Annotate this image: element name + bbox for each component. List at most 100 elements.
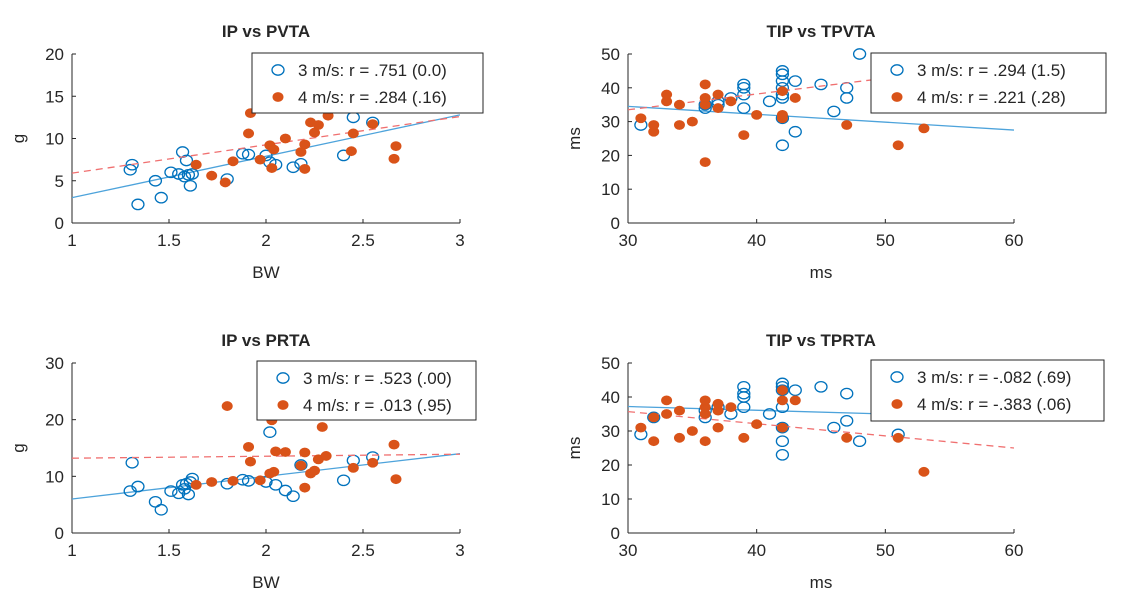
data-point: [254, 475, 266, 486]
y-tick-label: 30: [45, 354, 64, 373]
chart-title: IP vs PVTA: [222, 22, 310, 41]
data-point: [299, 139, 311, 150]
x-tick-label: 40: [747, 231, 766, 250]
data-point: [367, 119, 379, 130]
data-point: [737, 78, 751, 91]
data-point: [738, 432, 750, 443]
data-point: [661, 409, 673, 419]
data-point: [183, 179, 197, 192]
data-point: [841, 432, 853, 443]
chart-title: TIP vs TPVTA: [767, 22, 876, 41]
data-point: [699, 395, 711, 406]
data-point: [673, 405, 685, 416]
y-tick-label: 50: [601, 354, 620, 373]
data-point: [751, 109, 763, 120]
x-tick-label: 2.5: [351, 231, 375, 250]
data-point: [206, 477, 218, 487]
data-point: [148, 174, 163, 187]
series-orange: [72, 108, 460, 188]
data-point: [243, 128, 255, 139]
data-point: [686, 116, 698, 127]
chart-panel-4: TIP vs TPRTA 30 40 50 60 0 10 20 30 40 50 ms ms 3 m/s…: [565, 331, 1105, 592]
x-tick-label: 50: [876, 231, 895, 250]
data-point: [775, 448, 790, 461]
legend: 3 m/s: r = .523 (.00) 4 m/s: r = .013 (.9…: [256, 360, 477, 421]
data-point: [268, 466, 280, 477]
y-tick-label: 20: [45, 411, 64, 430]
data-point: [852, 435, 867, 448]
data-point: [738, 130, 750, 141]
fit-line: [628, 410, 1014, 449]
series-orange: [628, 61, 1014, 168]
data-point: [737, 380, 751, 393]
data-point: [661, 395, 673, 406]
data-point: [775, 65, 790, 77]
y-tick-label: 10: [45, 467, 64, 486]
data-point: [814, 380, 828, 393]
data-point: [699, 93, 711, 103]
x-tick-label: 60: [1005, 541, 1024, 560]
y-tick-label: 10: [45, 130, 64, 149]
y-axis-label: ms: [565, 437, 584, 460]
legend-marker: [277, 400, 289, 410]
data-point: [699, 157, 711, 168]
y-tick-label: 10: [601, 180, 620, 199]
data-point: [661, 89, 673, 100]
data-point: [762, 408, 777, 420]
data-point: [148, 495, 163, 508]
data-point: [181, 488, 196, 501]
data-point: [367, 457, 379, 468]
x-axis-label: ms: [810, 573, 833, 592]
data-point: [635, 422, 647, 433]
fit-line: [72, 114, 460, 199]
y-axis-label: g: [9, 443, 28, 452]
data-point: [776, 385, 788, 396]
data-point: [775, 435, 790, 448]
data-point: [776, 86, 788, 97]
data-point: [712, 103, 724, 113]
x-tick-label: 1.5: [157, 541, 181, 560]
data-point: [699, 79, 711, 90]
x-tick-label: 50: [876, 541, 895, 560]
data-point: [789, 395, 801, 406]
data-point: [227, 475, 239, 486]
x-tick-label: 1: [67, 231, 76, 250]
x-tick-label: 2: [261, 541, 270, 560]
data-point: [243, 441, 255, 452]
data-point: [686, 426, 698, 436]
data-point: [123, 163, 137, 176]
data-point: [712, 422, 724, 433]
data-point: [390, 141, 402, 152]
data-point: [179, 154, 194, 167]
x-tick-label: 30: [619, 541, 638, 560]
legend-entry: 4 m/s: r = .284 (.16): [298, 88, 447, 107]
legend-marker: [891, 92, 903, 102]
y-tick-label: 50: [601, 45, 620, 64]
data-point: [775, 421, 790, 434]
data-point: [648, 120, 660, 130]
data-point: [775, 139, 790, 152]
legend-entry: 3 m/s: r = -.082 (.69): [917, 368, 1071, 387]
legend: 3 m/s: r = -.082 (.69) 4 m/s: r = -.383 (…: [870, 359, 1105, 422]
legend-marker: [272, 92, 284, 102]
data-point: [164, 485, 178, 497]
data-point: [270, 446, 282, 457]
data-point: [775, 68, 790, 81]
data-point: [737, 81, 751, 94]
data-point: [299, 482, 311, 493]
data-point: [814, 78, 828, 91]
x-axis-label: BW: [252, 573, 279, 592]
data-point: [635, 113, 647, 124]
data-point: [827, 105, 841, 118]
data-point: [266, 163, 278, 173]
data-point: [164, 166, 178, 179]
data-point: [299, 164, 311, 174]
data-point: [254, 154, 266, 165]
data-point: [648, 436, 660, 447]
data-point: [345, 146, 357, 157]
legend-marker: [891, 399, 903, 409]
y-tick-label: 30: [601, 113, 620, 132]
data-point: [673, 432, 685, 443]
x-tick-label: 40: [747, 541, 766, 560]
data-point: [295, 460, 307, 471]
